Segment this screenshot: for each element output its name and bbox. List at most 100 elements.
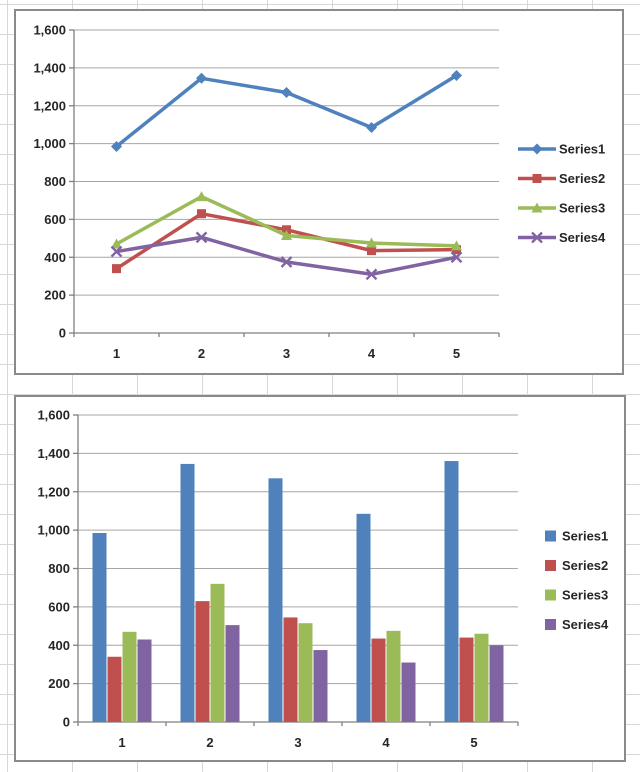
- legend-item-series1[interactable]: Series1: [518, 142, 605, 157]
- series1-line[interactable]: [115, 73, 458, 148]
- series1-bar[interactable]: [180, 463, 195, 722]
- legend-item-series2[interactable]: Series2: [545, 558, 608, 573]
- x-axis-label: 1: [113, 346, 120, 361]
- y-axis-label: 1,400: [33, 60, 66, 75]
- series2-bar[interactable]: [195, 601, 210, 722]
- y-axis-label: 800: [44, 174, 66, 189]
- series1-bar[interactable]: [356, 513, 371, 722]
- series-series4[interactable]: [137, 625, 504, 722]
- series3-marker: [451, 240, 462, 251]
- x-axis-label: 4: [382, 735, 390, 750]
- series3-marker: [196, 191, 207, 202]
- legend-color-swatch: [545, 619, 556, 630]
- x-axis: 1 2 3 4 5: [77, 722, 519, 750]
- x-axis-label: 3: [283, 346, 290, 361]
- legend-item-series4[interactable]: Series4: [545, 617, 609, 632]
- series1-bar[interactable]: [268, 478, 283, 722]
- y-axis-label: 1,000: [37, 523, 70, 538]
- legend-item-series1[interactable]: Series1: [545, 529, 608, 544]
- x-axis-label: 5: [470, 735, 477, 750]
- legend-label: Series3: [559, 201, 605, 216]
- legend-label: Series2: [559, 171, 605, 186]
- y-axis-label: 0: [59, 326, 66, 341]
- legend-marker: [531, 231, 543, 244]
- series4-marker: [110, 245, 123, 258]
- legend-item-series4[interactable]: Series4: [518, 230, 606, 245]
- series-series3[interactable]: [122, 583, 489, 722]
- legend-marker: [531, 202, 543, 213]
- y-axis-label: 200: [44, 288, 66, 303]
- series1-marker: [111, 140, 122, 152]
- y-axis-label: 800: [48, 561, 70, 576]
- series4-bar[interactable]: [137, 639, 152, 722]
- y-axis-label: 1,200: [37, 484, 70, 499]
- series1-marker: [281, 86, 292, 98]
- series4-marker: [280, 256, 293, 268]
- series4-marker: [450, 251, 463, 264]
- series2-bar[interactable]: [107, 656, 122, 722]
- legend-label: Series4: [562, 617, 609, 632]
- y-axis-label: 600: [48, 599, 70, 614]
- series2-bar[interactable]: [459, 637, 474, 722]
- series2-marker: [197, 209, 206, 219]
- series3-bar[interactable]: [386, 630, 401, 722]
- series4-bar[interactable]: [313, 650, 328, 722]
- legend-label: Series4: [559, 230, 606, 245]
- series4-bar[interactable]: [225, 625, 240, 722]
- series2-bar[interactable]: [283, 617, 298, 722]
- y-axis-label: 1,400: [37, 446, 70, 461]
- legend: Series1 Series2 Series3 Series4: [545, 529, 609, 632]
- legend-item-series3[interactable]: Series3: [518, 201, 605, 216]
- series2-bar[interactable]: [371, 638, 386, 722]
- y-axis-label: 1,000: [33, 136, 66, 151]
- series3-marker: [281, 229, 292, 240]
- y-axis-label: 1,200: [33, 98, 66, 113]
- line-chart-object[interactable]: 0 200 400 600 800 1,000 1,200 1,400 1,600 1 2 3 4 5 Se…: [14, 9, 624, 375]
- series-series3[interactable]: [111, 191, 462, 251]
- series2-marker: [112, 264, 121, 274]
- series-series2[interactable]: [107, 601, 474, 722]
- legend-item-series3[interactable]: Series3: [545, 588, 608, 603]
- legend-marker: [531, 143, 543, 155]
- x-axis: 1 2 3 4 5: [73, 333, 500, 361]
- series-series1[interactable]: [111, 69, 462, 152]
- y-axis-label: 400: [44, 250, 66, 265]
- series4-bar[interactable]: [401, 662, 416, 722]
- x-axis-label: 2: [198, 346, 205, 361]
- series1-marker: [366, 122, 377, 134]
- series4-bar[interactable]: [489, 645, 504, 722]
- legend-label: Series3: [562, 588, 608, 603]
- bar-chart-svg: 0 200 400 600 800 1,000 1,200 1,400 1,600 1 2 3 4 5 Se…: [37, 408, 609, 751]
- series3-bar[interactable]: [474, 633, 489, 722]
- bar-chart-object[interactable]: 0 200 400 600 800 1,000 1,200 1,400 1,600 1 2 3 4 5 Se…: [14, 395, 626, 762]
- x-axis-label: 2: [206, 735, 213, 750]
- series1-bar[interactable]: [444, 461, 459, 722]
- series4-marker: [195, 231, 208, 244]
- series2-marker: [367, 246, 376, 256]
- y-axis: 0 200 400 600 800 1,000 1,200 1,400 1,600: [33, 23, 499, 341]
- y-axis-label: 0: [63, 715, 70, 730]
- x-axis-label: 1: [118, 735, 125, 750]
- series1-marker: [196, 72, 207, 84]
- legend: Series1 Series2 Series3 Series4: [518, 142, 606, 245]
- series3-marker: [111, 238, 122, 249]
- series-series1[interactable]: [92, 461, 459, 722]
- series1-bar[interactable]: [92, 533, 107, 722]
- legend-item-series2[interactable]: Series2: [518, 171, 605, 186]
- legend-color-swatch: [545, 560, 556, 571]
- line-chart-svg: 0 200 400 600 800 1,000 1,200 1,400 1,600 1 2 3 4 5 Se…: [33, 23, 606, 362]
- series3-bar[interactable]: [210, 583, 225, 722]
- y-axis-label: 200: [48, 676, 70, 691]
- legend-label: Series1: [559, 142, 605, 157]
- series1-marker: [451, 69, 462, 81]
- series3-bar[interactable]: [122, 631, 137, 722]
- y-axis-label: 600: [44, 212, 66, 227]
- y-axis-label: 400: [48, 638, 70, 653]
- y-axis-label: 1,600: [37, 408, 70, 423]
- series3-marker: [366, 237, 377, 248]
- x-axis-label: 3: [294, 735, 301, 750]
- series3-bar[interactable]: [298, 623, 313, 722]
- series-series4[interactable]: [110, 231, 463, 281]
- legend-label: Series2: [562, 558, 608, 573]
